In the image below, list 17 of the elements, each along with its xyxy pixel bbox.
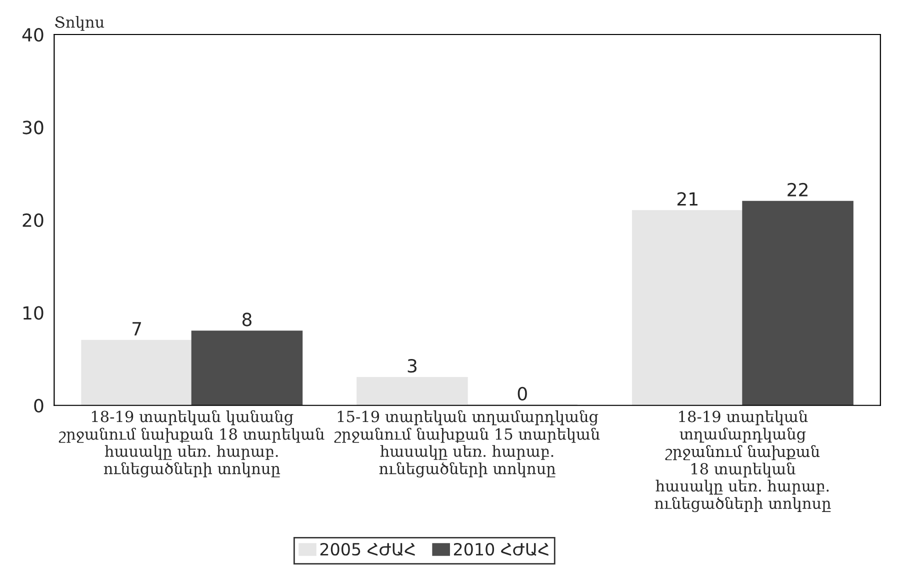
y-tick-label: 40 (22, 28, 44, 42)
legend-label: 2010 ՀԺԱՀ (454, 542, 548, 556)
data-label: 0 (518, 386, 527, 400)
y-tick-label: 30 (22, 120, 44, 134)
data-label: 22 (788, 182, 808, 196)
x-tick-label: 18-19 տարեկան կանանց շրջանում նախքան 18 տարեկան հասակը սեռ. հարաբ. ունեցածների տոկոսը (58, 410, 324, 478)
legend-label: 2005 ՀԺԱՀ (320, 542, 415, 556)
y-tick-label: 10 (23, 306, 44, 320)
y-tick-label: 20 (22, 213, 44, 228)
x-tick-label: 15-19 տարեկան տղամարդկանց շրջանում նախքան 15 տարեկան հասակը սեռ. հարաբ. ունեցածների տոկոսը (334, 410, 600, 478)
data-label: 3 (408, 359, 417, 373)
x-tick-label: 18-19 տարեկան տղամարդկանց շրջանում նախքան 18 տարեկան հասակը սեռ. հարաբ. ունեցածների տոկոսը (654, 410, 831, 512)
y-axis-title: Տոկոս (55, 16, 104, 31)
data-label: 21 (677, 192, 698, 206)
data-label: 8 (242, 312, 252, 326)
data-label: 7 (132, 322, 142, 336)
y-tick-label: 0 (34, 398, 44, 412)
